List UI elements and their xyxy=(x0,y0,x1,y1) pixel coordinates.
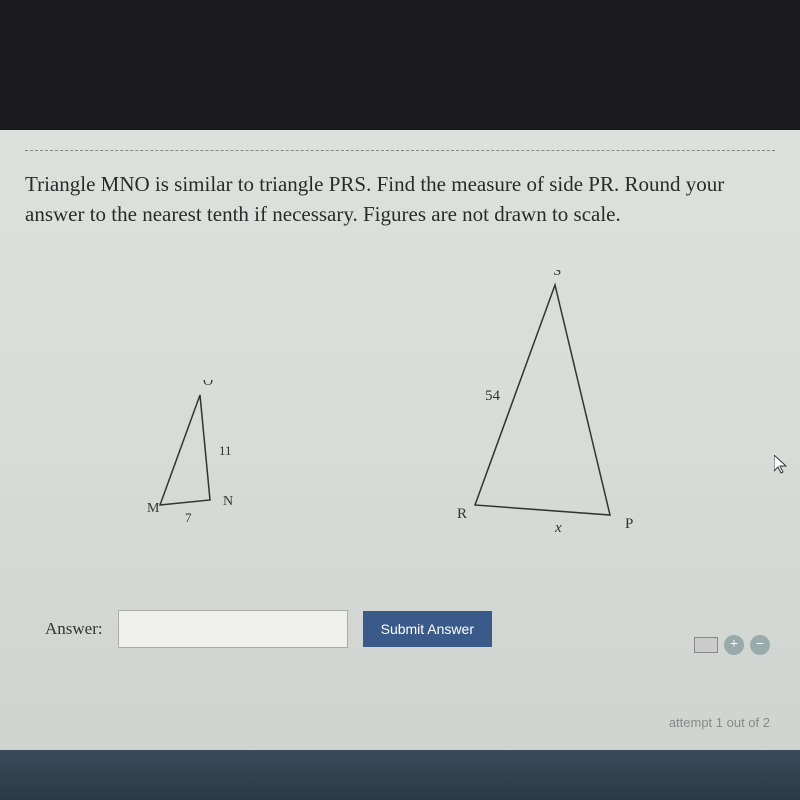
side-rs-label: 54 xyxy=(485,388,501,404)
vertex-o: O xyxy=(203,380,213,389)
answer-input[interactable] xyxy=(118,610,348,648)
vertex-p: P xyxy=(625,516,633,532)
divider-line xyxy=(25,150,775,151)
side-on-label: 11 xyxy=(219,443,232,458)
question-panel: Triangle MNO is similar to triangle PRS.… xyxy=(0,130,800,750)
question-line-2: answer to the nearest tenth if necessary… xyxy=(25,202,621,226)
toolbar-icons: + − xyxy=(694,635,770,655)
answer-row: Answer: Submit Answer xyxy=(45,610,775,648)
triangle-mno: O N M 11 7 xyxy=(145,380,265,535)
triangle-mno-path xyxy=(160,395,210,505)
vertex-s: S xyxy=(553,270,561,279)
question-line-1: Triangle MNO is similar to triangle PRS.… xyxy=(25,172,724,196)
cursor-icon xyxy=(774,455,790,480)
figure-area: O N M 11 7 S R P 54 x xyxy=(25,240,775,580)
submit-button[interactable]: Submit Answer xyxy=(363,611,492,647)
triangle-prs-svg: S R P 54 x xyxy=(445,270,655,550)
zoom-in-icon[interactable]: + xyxy=(724,635,744,655)
taskbar[interactable] xyxy=(0,750,800,800)
vertex-r: R xyxy=(457,506,467,522)
keyboard-icon[interactable] xyxy=(694,637,718,653)
triangle-mno-svg: O N M 11 7 xyxy=(145,380,265,530)
question-text: Triangle MNO is similar to triangle PRS.… xyxy=(25,169,775,230)
vertex-m: M xyxy=(147,501,160,516)
answer-label: Answer: xyxy=(45,619,103,639)
attempt-counter: attempt 1 out of 2 xyxy=(669,715,770,730)
top-black-bar xyxy=(0,0,800,130)
vertex-n: N xyxy=(223,494,233,509)
side-mn-label: 7 xyxy=(185,510,192,525)
triangle-prs: S R P 54 x xyxy=(445,270,655,555)
side-rp-label: x xyxy=(554,520,562,536)
zoom-out-icon[interactable]: − xyxy=(750,635,770,655)
